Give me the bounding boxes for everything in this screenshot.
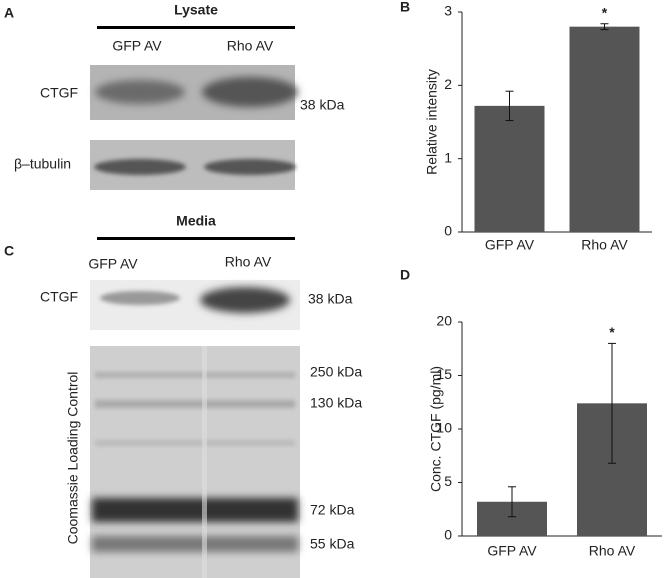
x-tick-label: Rho AV	[581, 237, 628, 253]
y-tick-label: 10	[436, 420, 452, 436]
lane-label: GFP AV	[88, 256, 138, 272]
marker-label: 55 kDa	[310, 536, 355, 552]
marker-label: 130 kDa	[310, 395, 362, 411]
title-rule	[97, 237, 295, 240]
row-label: Coomassie Loading Control	[65, 372, 81, 545]
panel-label: B	[400, 0, 410, 15]
blot-title: Lysate	[174, 2, 218, 18]
marker-label: 72 kDa	[310, 502, 355, 518]
bar	[569, 26, 640, 232]
blot-title: Media	[176, 213, 216, 229]
row-label: CTGF	[40, 85, 78, 101]
x-tick-label: GFP AV	[485, 237, 535, 253]
y-tick-label: 15	[436, 366, 452, 382]
marker-label: 38 kDa	[300, 97, 345, 113]
row-label: CTGF	[40, 289, 78, 305]
marker-label: 38 kDa	[308, 291, 353, 307]
lane-label: Rho AV	[227, 38, 274, 54]
y-tick-label: 5	[444, 473, 452, 489]
x-tick-label: GFP AV	[487, 543, 537, 559]
significance-mark: *	[602, 4, 608, 20]
marker-label: 250 kDa	[310, 364, 362, 380]
title-rule	[97, 26, 295, 29]
lane-label: Rho AV	[225, 254, 272, 270]
panel-label: C	[4, 243, 14, 259]
x-tick-label: Rho AV	[589, 543, 636, 559]
y-tick-label: 2	[444, 76, 452, 92]
blot-image	[90, 280, 300, 578]
y-tick-label: 0	[444, 527, 452, 543]
bar	[474, 105, 545, 232]
y-tick-label: 3	[444, 3, 452, 19]
panel-label: D	[400, 267, 410, 283]
blot-image	[90, 65, 298, 190]
y-axis-label: Relative intensity	[424, 69, 440, 175]
y-tick-label: 20	[436, 313, 452, 329]
significance-mark: *	[609, 324, 615, 340]
y-tick-label: 0	[444, 223, 452, 239]
y-axis-label: Conc. CTGF (pg/ml)	[428, 366, 444, 492]
panel-label: A	[4, 5, 14, 21]
lane-label: GFP AV	[112, 38, 162, 54]
y-tick-label: 1	[444, 149, 452, 165]
row-label: β–tubulin	[14, 156, 71, 172]
